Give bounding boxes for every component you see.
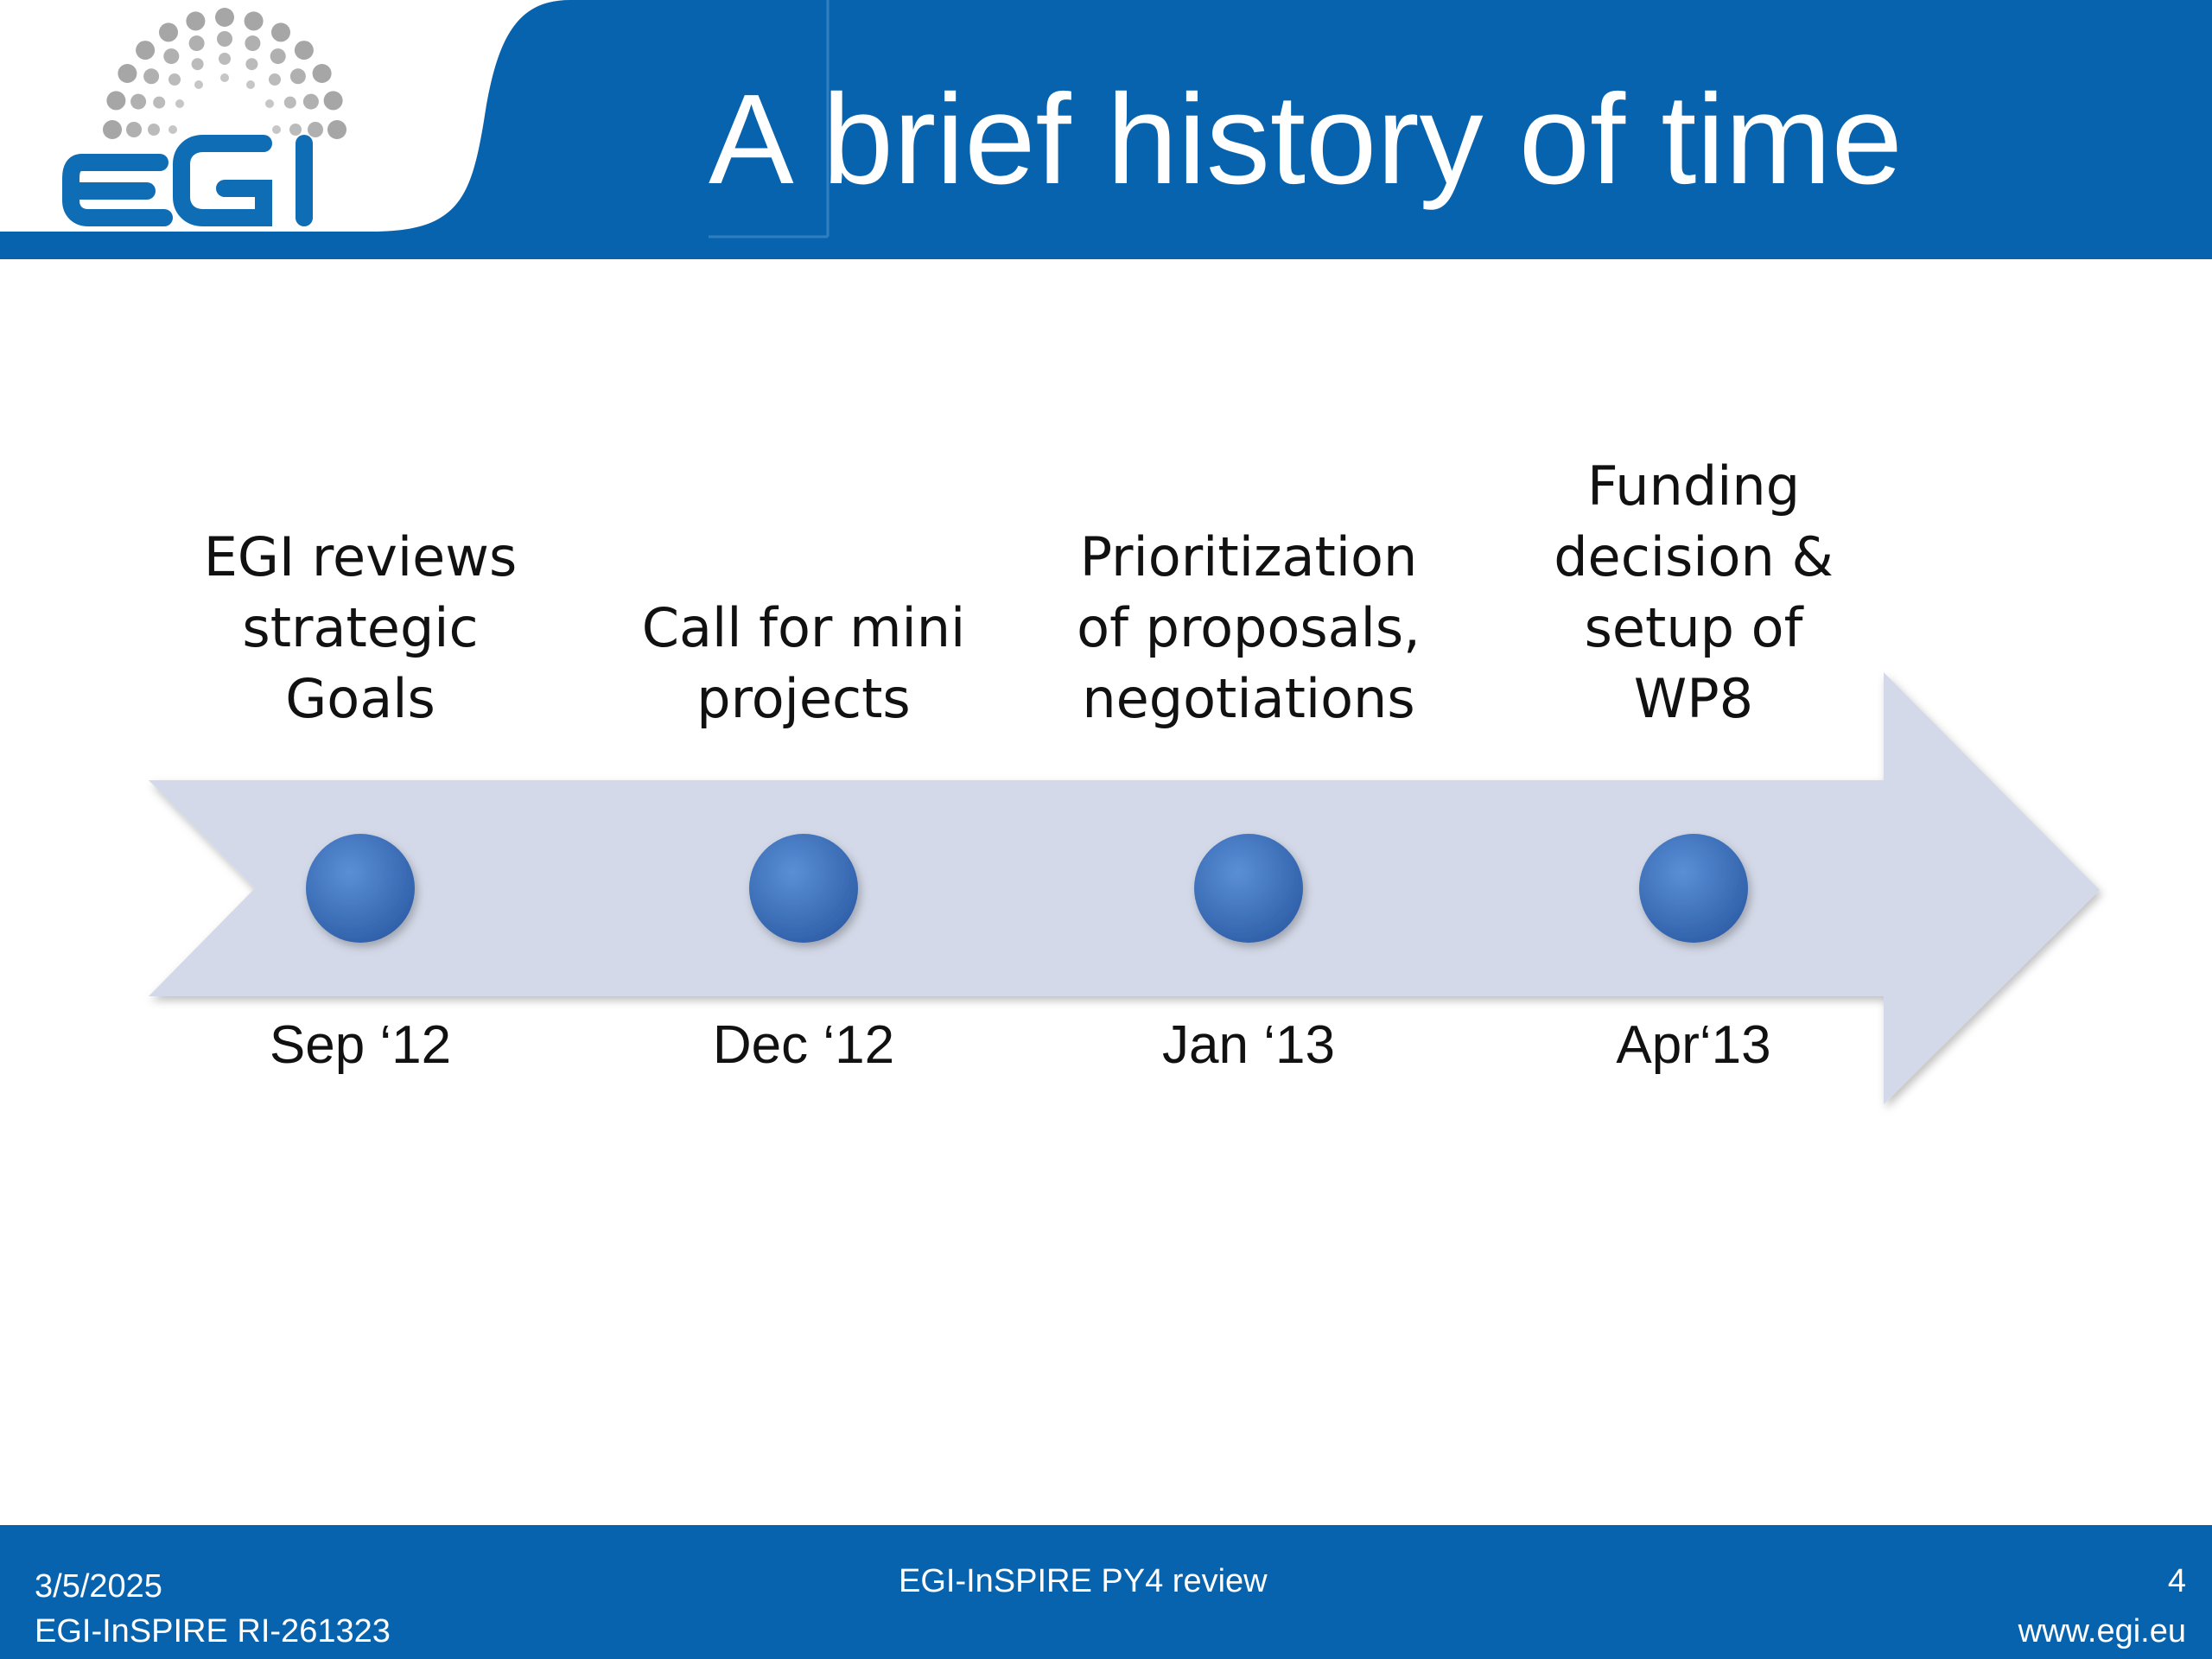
timeline-event-date: Sep ‘12	[269, 1015, 452, 1075]
footer-website[interactable]: www.egi.eu	[2018, 1613, 2186, 1649]
timeline-milestone-dot	[1639, 834, 1748, 943]
slide-footer: 3/5/2025 EGI-InSPIRE RI-261323 EGI-InSPI…	[0, 1525, 2212, 1659]
timeline-event-date: Apr‘13	[1616, 1015, 1771, 1075]
timeline-milestone-dot	[306, 834, 415, 943]
egi-logo	[52, 0, 380, 242]
timeline-event-date: Jan ‘13	[1162, 1015, 1335, 1075]
egi-wordmark-icon	[62, 135, 313, 226]
timeline-milestone-dot	[1194, 834, 1303, 943]
timeline-event-date: Dec ‘12	[712, 1015, 895, 1075]
slide-header: A brief history of time	[0, 0, 2212, 259]
timeline-arrow-icon	[149, 672, 2100, 1104]
page-number: 4	[2167, 1563, 2186, 1599]
slide-title: A brief history of time	[709, 68, 1903, 211]
timeline: EGI reviews strategic Goals Sep ‘12 Call f…	[0, 432, 2212, 1141]
timeline-milestone-dot	[749, 834, 858, 943]
header-background	[0, 0, 2212, 259]
timeline-event-label: EGI reviews strategic Goals	[203, 525, 518, 730]
timeline-event-label: Prioritization of proposals, negotiation…	[1077, 525, 1421, 730]
footer-date: 3/5/2025	[35, 1568, 162, 1605]
timeline-event-label: Funding decision & setup of WP8	[1554, 454, 1834, 730]
egi-dots-logo-icon	[62, 8, 346, 226]
timeline-event-label: Call for mini projects	[641, 596, 966, 730]
footer-project-id: EGI-InSPIRE RI-261323	[35, 1613, 391, 1649]
footer-center-text: EGI-InSPIRE PY4 review	[899, 1563, 1268, 1599]
